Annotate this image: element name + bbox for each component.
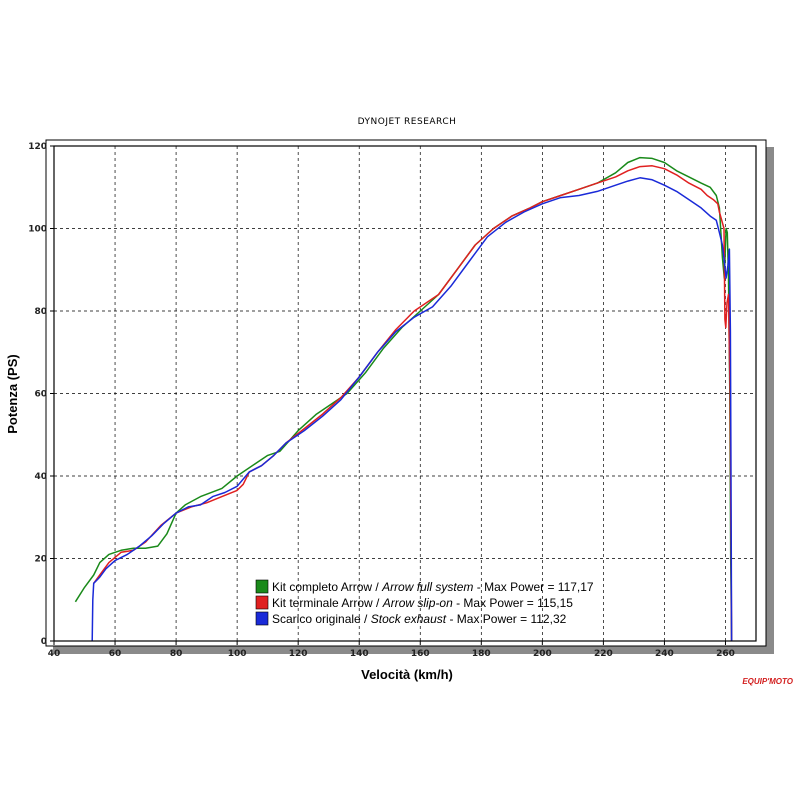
y-tick-label: 0 bbox=[41, 637, 47, 647]
legend-entry-slip-on: Kit terminale Arrow / Arrow slip-on - Ma… bbox=[255, 595, 573, 610]
legend: Kit completo Arrow / Arrow full system -… bbox=[255, 579, 594, 626]
y-tick-label: 40 bbox=[34, 472, 47, 482]
plot-area-border bbox=[53, 145, 757, 642]
x-tick-label: 220 bbox=[594, 649, 613, 659]
x-tick-label: 160 bbox=[411, 649, 430, 659]
x-tick-label: 60 bbox=[109, 649, 122, 659]
legend-entry-full-system: Kit completo Arrow / Arrow full system -… bbox=[255, 579, 594, 594]
x-tick-label: 80 bbox=[170, 649, 183, 659]
x-tick-label: 200 bbox=[533, 649, 552, 659]
x-tick-label: 260 bbox=[716, 649, 735, 659]
legend-label-slip-on: Kit terminale Arrow / Arrow slip-on - Ma… bbox=[272, 596, 573, 610]
x-tick-label: 140 bbox=[350, 649, 369, 659]
legend-label-stock: Scarico originale / Stock exhaust - Max … bbox=[272, 612, 567, 626]
y-axis-label: Potenza (PS) bbox=[5, 354, 20, 433]
y-tick-label: 80 bbox=[34, 307, 47, 317]
brand-logo: EQUIP'MOTO bbox=[742, 677, 793, 686]
y-tick-label: 20 bbox=[34, 555, 47, 565]
y-tick-labels: 0 20 40 60 80 100 120 bbox=[28, 142, 54, 647]
series-layer bbox=[74, 156, 733, 642]
x-tick-label: 100 bbox=[228, 649, 247, 659]
y-tick-label: 100 bbox=[28, 225, 47, 235]
y-tick-label: 120 bbox=[28, 142, 47, 152]
x-tick-labels: 40 60 80 100 120 140 160 180 200 220 240 260 bbox=[48, 641, 735, 659]
legend-swatch-red bbox=[255, 595, 269, 610]
legend-entry-stock: Scarico originale / Stock exhaust - Max … bbox=[255, 611, 567, 626]
chart-title: DYNOJET RESEARCH bbox=[358, 117, 457, 127]
series-line-stock bbox=[91, 177, 733, 642]
x-tick-label: 240 bbox=[655, 649, 674, 659]
legend-swatch-green bbox=[255, 579, 269, 594]
legend-swatch-blue bbox=[255, 611, 269, 626]
x-tick-label: 40 bbox=[48, 649, 61, 659]
y-tick-label: 60 bbox=[34, 390, 47, 400]
x-tick-label: 180 bbox=[472, 649, 491, 659]
plot-frame bbox=[45, 139, 767, 647]
legend-label-full-system: Kit completo Arrow / Arrow full system -… bbox=[272, 580, 594, 594]
series-line-slip-on bbox=[93, 165, 733, 642]
grid-lines bbox=[54, 145, 756, 641]
x-axis-label: Velocità (km/h) bbox=[361, 667, 453, 682]
x-tick-label: 120 bbox=[289, 649, 308, 659]
